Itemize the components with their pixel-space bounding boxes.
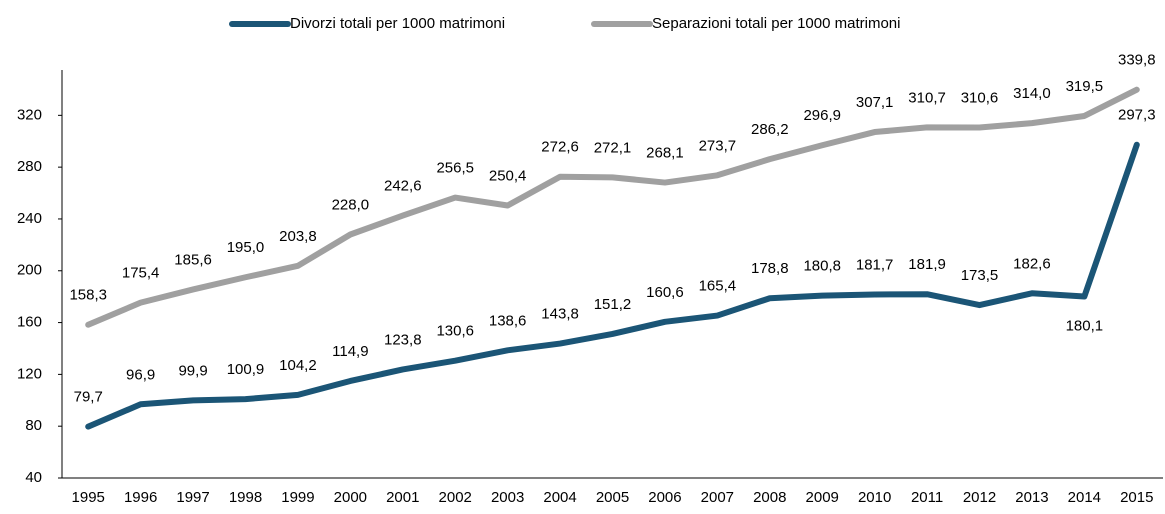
x-tick-label: 1999 <box>281 489 314 506</box>
x-tick-label: 2011 <box>911 489 943 506</box>
y-tick-label: 160 <box>17 314 42 331</box>
data-label: 319,5 <box>1066 78 1104 95</box>
x-tick-label: 2007 <box>701 489 734 506</box>
data-label: 273,7 <box>699 137 737 154</box>
data-label: 100,9 <box>227 361 265 378</box>
data-label: 203,8 <box>279 228 317 245</box>
data-label: 99,9 <box>178 362 207 379</box>
data-label: 181,9 <box>908 256 946 273</box>
data-label: 143,8 <box>541 306 579 323</box>
y-tick-label: 280 <box>17 158 42 175</box>
data-label: 272,1 <box>594 139 632 156</box>
x-tick-label: 2000 <box>334 489 367 506</box>
x-tick-label: 1997 <box>176 489 209 506</box>
y-tick-label: 240 <box>17 210 42 227</box>
data-label: 160,6 <box>646 284 684 301</box>
x-tick-label: 2012 <box>963 489 996 506</box>
data-label: 173,5 <box>961 267 999 284</box>
data-label: 182,6 <box>1013 255 1051 272</box>
data-label: 296,9 <box>803 107 841 124</box>
data-label: 310,7 <box>908 89 946 106</box>
series-line <box>85 86 1140 328</box>
data-label: 138,6 <box>489 312 527 329</box>
x-tick-label: 2001 <box>386 489 419 506</box>
data-label: 96,9 <box>126 366 155 383</box>
data-label: 175,4 <box>122 265 160 282</box>
data-label: 256,5 <box>436 160 474 177</box>
x-tick-label: 2005 <box>596 489 629 506</box>
data-label: 181,7 <box>856 256 894 273</box>
y-tick-label: 120 <box>17 365 42 382</box>
x-tick-label: 2010 <box>858 489 891 506</box>
data-label: 104,2 <box>279 357 317 374</box>
data-label: 123,8 <box>384 331 422 348</box>
data-label: 314,0 <box>1013 85 1051 102</box>
x-tick-label: 2002 <box>439 489 472 506</box>
x-tick-label: 2008 <box>753 489 786 506</box>
data-label: 310,6 <box>961 89 999 106</box>
data-label: 272,6 <box>541 139 579 156</box>
data-label: 286,2 <box>751 121 789 138</box>
x-tick-label: 1995 <box>72 489 105 506</box>
x-tick-label: 2004 <box>543 489 576 506</box>
data-label: 158,3 <box>69 287 107 304</box>
x-tick-label: 1996 <box>124 489 157 506</box>
data-label: 130,6 <box>436 323 474 340</box>
x-tick-label: 2015 <box>1120 489 1153 506</box>
x-tick-label: 2003 <box>491 489 524 506</box>
x-tick-label: 2013 <box>1015 489 1048 506</box>
x-tick-label: 2014 <box>1068 489 1101 506</box>
x-tick-label: 2006 <box>648 489 681 506</box>
data-label: 195,0 <box>227 239 265 256</box>
data-label: 114,9 <box>332 343 368 360</box>
data-label: 79,7 <box>74 389 103 406</box>
legend-label: Separazioni totali per 1000 matrimoni <box>652 15 900 32</box>
y-tick-label: 80 <box>25 417 42 434</box>
data-label: 185,6 <box>174 251 212 268</box>
series-line <box>85 141 1140 430</box>
data-label: 228,0 <box>332 196 370 213</box>
data-label: 250,4 <box>489 167 527 184</box>
x-tick-label: 1998 <box>229 489 262 506</box>
data-label: 180,1 <box>1066 318 1104 335</box>
data-label: 297,3 <box>1118 107 1156 124</box>
legend-label: Divorzi totali per 1000 matrimoni <box>290 15 505 32</box>
data-label: 339,8 <box>1118 52 1156 69</box>
data-label: 180,8 <box>803 258 841 275</box>
data-label: 307,1 <box>856 94 894 111</box>
y-tick-label: 40 <box>25 469 42 486</box>
data-label: 165,4 <box>699 278 737 295</box>
data-label: 242,6 <box>384 178 422 195</box>
y-tick-label: 200 <box>17 262 42 279</box>
y-tick-label: 320 <box>17 106 42 123</box>
data-label: 151,2 <box>594 296 632 313</box>
data-label: 178,8 <box>751 260 789 277</box>
data-label: 268,1 <box>646 145 684 162</box>
x-tick-label: 2009 <box>806 489 839 506</box>
